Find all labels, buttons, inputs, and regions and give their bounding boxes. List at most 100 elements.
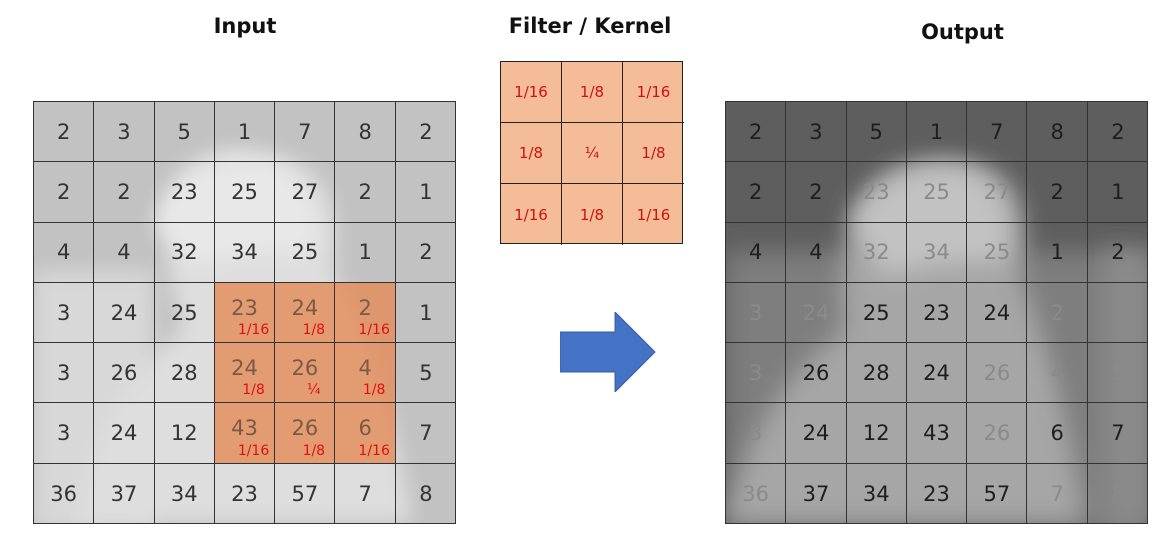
output-cell: 3 bbox=[726, 343, 787, 404]
input-cell: 4 bbox=[94, 222, 155, 283]
output-cell: 25 bbox=[846, 282, 907, 344]
output-cell: 57 bbox=[967, 463, 1028, 523]
right-arrow-icon bbox=[560, 312, 656, 392]
input-cell: 24 1/8 bbox=[275, 282, 336, 344]
input-cell-value: 34 bbox=[170, 481, 198, 506]
input-cell-value: 23 bbox=[231, 481, 258, 506]
input-cell: 34 bbox=[214, 222, 276, 283]
input-cell-value: 7 bbox=[358, 481, 372, 506]
input-cell-value: 1 bbox=[237, 119, 252, 144]
input-cell: 4 1/8 bbox=[335, 343, 396, 404]
input-cell: 24 bbox=[94, 282, 155, 344]
input-grid: 2 3 5 1 7 8 2 2 2 23 25 27 2 1 4 4 32 34 25 1 2 3 24 25 23 1/16 24… bbox=[33, 101, 456, 524]
output-cell: 23 bbox=[907, 463, 968, 523]
output-cell: 43 bbox=[906, 403, 968, 464]
input-cell: 36 bbox=[34, 463, 95, 523]
input-cell-value: 23 bbox=[170, 179, 198, 204]
input-cell: 23 1/16 bbox=[214, 282, 276, 344]
input-cell: 12 bbox=[154, 403, 215, 464]
output-cell: 4 bbox=[786, 222, 847, 283]
input-cell: 26 ¼ bbox=[275, 343, 336, 404]
output-cell: 3 bbox=[786, 102, 847, 163]
kernel-cell: ¼ bbox=[562, 123, 623, 184]
output-cell: 7 bbox=[1087, 403, 1147, 464]
output-cell: 2 bbox=[726, 102, 787, 163]
output-cell: 26 bbox=[786, 343, 847, 404]
kernel-title: Filter / Kernel bbox=[508, 14, 672, 38]
input-cell: 7 bbox=[395, 403, 455, 464]
output-cell: 5 bbox=[1087, 343, 1147, 404]
input-cell: 7 bbox=[335, 463, 396, 523]
input-cell-value: 26 bbox=[291, 416, 319, 441]
kernel-weight-label: 1/8 bbox=[362, 382, 386, 399]
input-cell: 1 bbox=[214, 102, 276, 163]
input-cell-value: 2 bbox=[358, 179, 372, 204]
output-cell: 1 bbox=[906, 102, 968, 163]
output-background-image bbox=[726, 102, 1147, 523]
output-title: Output bbox=[921, 20, 1004, 44]
input-cell: 23 bbox=[154, 162, 215, 223]
input-cell-value: 5 bbox=[419, 360, 433, 385]
input-cell: 43 1/16 bbox=[214, 403, 276, 464]
input-cell: 3 bbox=[34, 282, 95, 344]
output-cell: 4 bbox=[726, 222, 787, 283]
input-cell-value: 32 bbox=[170, 240, 198, 265]
input-cell: 7 bbox=[275, 102, 336, 163]
input-cell: 8 bbox=[396, 464, 455, 523]
output-cell: 3 bbox=[726, 403, 787, 464]
output-cell: 2 bbox=[1087, 102, 1147, 163]
output-cell: 2 bbox=[1027, 282, 1088, 344]
output-cell: 3 bbox=[726, 282, 787, 344]
input-cell: 6 1/16 bbox=[335, 403, 396, 464]
kernel-cell: 1/16 bbox=[501, 62, 562, 123]
input-cell-value: 7 bbox=[419, 421, 433, 446]
kernel-weight-label: 1/8 bbox=[242, 382, 265, 399]
input-cell: 2 bbox=[34, 162, 95, 223]
output-cell: 1 bbox=[1087, 162, 1147, 223]
input-cell: 37 bbox=[94, 463, 155, 523]
input-cell-value: 5 bbox=[177, 119, 191, 144]
input-cell-value: 43 bbox=[231, 416, 258, 441]
input-cell-value: 1 bbox=[419, 179, 433, 204]
input-cell-value: 2 bbox=[358, 295, 372, 320]
input-cell-value: 1 bbox=[419, 300, 433, 325]
input-cell: 57 bbox=[275, 463, 336, 523]
kernel-weight-label: ¼ bbox=[307, 382, 321, 399]
input-cell: 1 bbox=[395, 162, 455, 223]
input-cell: 28 bbox=[154, 343, 215, 404]
input-cell-value: 24 bbox=[231, 355, 258, 380]
output-cell: 6 bbox=[1027, 403, 1088, 464]
input-cell-value: 4 bbox=[56, 240, 71, 265]
input-cell-value: 57 bbox=[291, 481, 319, 506]
input-cell-value: 2 bbox=[117, 179, 131, 204]
input-cell-value: 25 bbox=[231, 179, 258, 204]
input-cell-value: 2 bbox=[419, 240, 433, 265]
input-cell: 24 bbox=[94, 403, 155, 464]
input-cell: 34 bbox=[155, 463, 215, 523]
input-cell: 8 bbox=[335, 102, 396, 163]
input-cell-value: 7 bbox=[298, 119, 312, 144]
output-cell: 28 bbox=[846, 343, 907, 404]
input-cell: 25 bbox=[214, 162, 276, 223]
output-cell: 2 bbox=[726, 162, 787, 223]
input-cell: 4 bbox=[34, 222, 95, 283]
kernel-cell: 1/16 bbox=[636, 205, 671, 224]
output-cell: 27 bbox=[967, 162, 1028, 223]
input-cell-value: 34 bbox=[231, 240, 258, 265]
input-cell-value: 26 bbox=[291, 355, 319, 380]
output-cell: 32 bbox=[846, 222, 907, 283]
kernel-weight-label: 1/8 bbox=[302, 442, 326, 459]
kernel-cell: 1/8 bbox=[562, 62, 623, 123]
output-cell: 24 bbox=[967, 282, 1028, 344]
input-cell-value: 4 bbox=[358, 355, 372, 380]
output-cell: 24 bbox=[906, 343, 968, 404]
input-cell-value: 25 bbox=[291, 240, 319, 265]
output-cell: 2 bbox=[786, 162, 847, 223]
input-cell-value: 23 bbox=[231, 295, 258, 320]
input-cell: 2 bbox=[94, 162, 155, 223]
output-cell: 4 bbox=[1027, 343, 1088, 404]
input-cell: 2 bbox=[395, 223, 455, 283]
output-cell: 2 bbox=[1027, 162, 1088, 223]
kernel-grid: 1/16 1/8 1/16 1/8 ¼ 1/8 1/16 1/8 1/16 bbox=[500, 61, 684, 245]
output-cell: 8 bbox=[1027, 102, 1088, 163]
